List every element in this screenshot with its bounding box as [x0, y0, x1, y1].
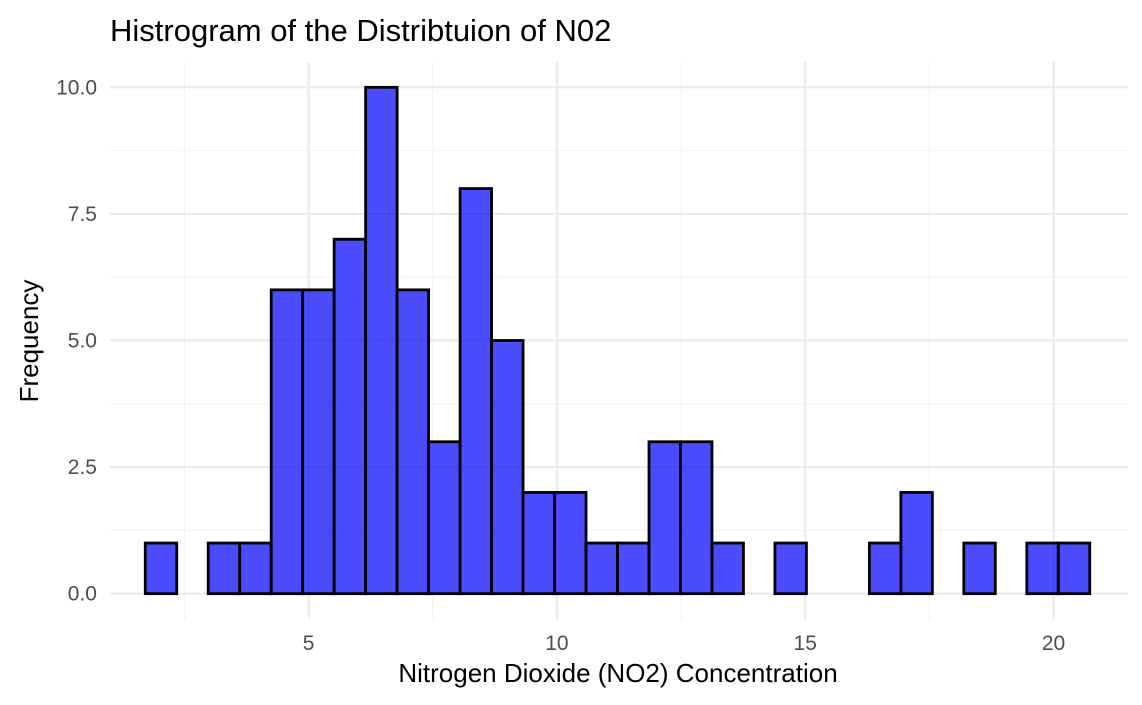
histogram-bar	[143, 541, 179, 596]
histogram-bar	[301, 288, 336, 596]
x-tick-label: 20	[1042, 632, 1065, 655]
x-tick-label: 5	[303, 632, 315, 655]
histogram-bar	[1056, 541, 1092, 596]
histogram-bar	[458, 187, 493, 596]
histogram-bar	[332, 237, 368, 596]
histogram-bar	[710, 541, 745, 596]
x-tick-label: 15	[794, 632, 817, 655]
histogram-bar	[395, 288, 431, 596]
y-tick-label: 7.5	[68, 203, 97, 226]
major-gridlines	[110, 62, 1128, 619]
y-axis-title: Frequency	[14, 280, 44, 403]
histogram-bar	[269, 288, 305, 596]
histogram-bar	[616, 541, 651, 596]
histogram-bar	[773, 541, 808, 596]
y-tick-label: 5.0	[68, 330, 97, 353]
histogram-bar	[553, 491, 588, 596]
x-tick-label: 10	[545, 632, 568, 655]
histogram-bar	[1025, 541, 1060, 596]
y-axis-tick-labels: 0.0 2.5 5.0 7.5 10.0	[56, 76, 97, 605]
chart-title: Histrogram of the Distribtuion of N02	[110, 13, 611, 48]
histogram-bar	[521, 491, 556, 596]
histogram-bar	[962, 541, 997, 596]
histogram-bars	[143, 85, 1092, 596]
y-tick-label: 2.5	[68, 456, 97, 479]
histogram-bar	[490, 339, 525, 596]
histogram-bar	[679, 440, 714, 596]
histogram-bar	[427, 440, 462, 596]
x-axis-tick-labels: 5 10 15 20	[303, 632, 1065, 655]
histogram-bar	[899, 491, 934, 596]
histogram-bar	[647, 440, 682, 596]
y-tick-label: 0.0	[68, 583, 97, 606]
histogram-bar	[584, 541, 619, 596]
x-axis-title: Nitrogen Dioxide (NO2) Concentration	[398, 658, 837, 688]
y-tick-label: 10.0	[56, 76, 97, 99]
histogram-bar	[364, 85, 399, 596]
histogram-bar	[867, 541, 903, 596]
histogram-bar	[206, 541, 242, 596]
histogram-bar	[238, 541, 273, 596]
